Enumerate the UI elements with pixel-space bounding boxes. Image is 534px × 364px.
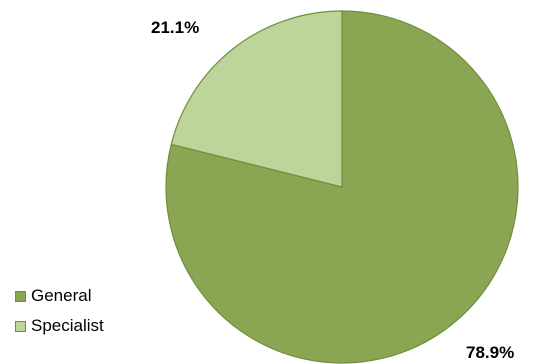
legend-label-specialist: Specialist [31, 316, 104, 335]
pie-slices [165, 10, 519, 364]
legend-item-specialist: Specialist [15, 316, 104, 336]
legend-label-general: General [31, 286, 92, 305]
pie-slice-specialist [170, 10, 343, 188]
legend-swatch-specialist [15, 320, 26, 332]
slice-label-specialist: 21.1% [151, 18, 199, 37]
slice-label-general: 78.9% [466, 343, 514, 362]
legend-swatch-general [15, 290, 26, 302]
legend: General Specialist [15, 286, 104, 346]
legend-item-general: General [15, 286, 104, 306]
